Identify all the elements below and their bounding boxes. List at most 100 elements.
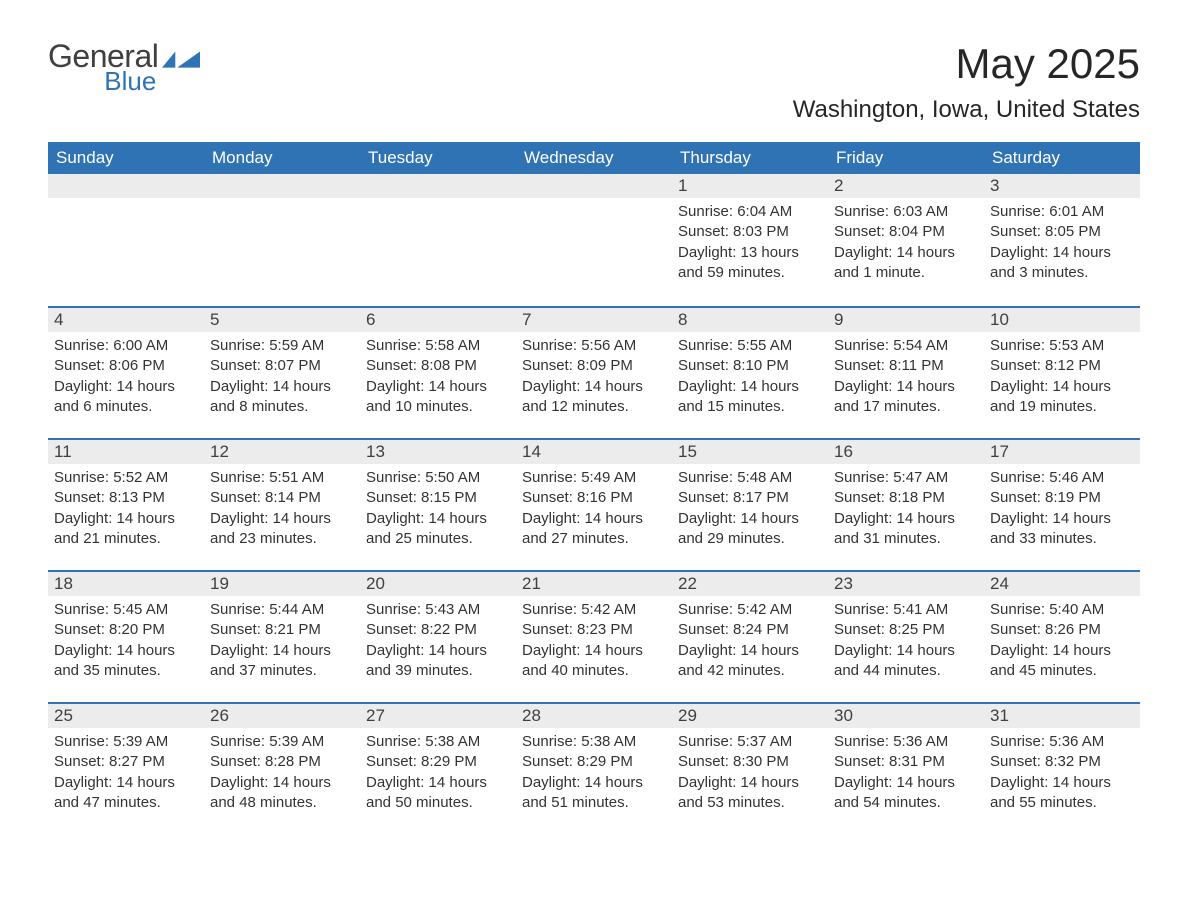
sunset-text: Sunset: 8:21 PM <box>210 620 354 640</box>
day-number: 14 <box>516 440 672 464</box>
sunset-text: Sunset: 8:18 PM <box>834 488 978 508</box>
calendar-day: 26Sunrise: 5:39 AMSunset: 8:28 PMDayligh… <box>204 704 360 834</box>
sunset-text: Sunset: 8:27 PM <box>54 752 198 772</box>
day-details <box>360 198 516 210</box>
sunrise-text: Sunrise: 5:54 AM <box>834 336 978 356</box>
sunset-text: Sunset: 8:05 PM <box>990 222 1134 242</box>
day-details: Sunrise: 5:56 AMSunset: 8:09 PMDaylight:… <box>516 332 672 425</box>
calendar-day: 4Sunrise: 6:00 AMSunset: 8:06 PMDaylight… <box>48 308 204 438</box>
calendar-day: 12Sunrise: 5:51 AMSunset: 8:14 PMDayligh… <box>204 440 360 570</box>
sunset-text: Sunset: 8:31 PM <box>834 752 978 772</box>
sunrise-text: Sunrise: 5:40 AM <box>990 600 1134 620</box>
day-number: 3 <box>984 174 1140 198</box>
weekday-header: Thursday <box>672 142 828 174</box>
day-details: Sunrise: 5:53 AMSunset: 8:12 PMDaylight:… <box>984 332 1140 425</box>
sunrise-text: Sunrise: 5:39 AM <box>54 732 198 752</box>
daylight-text: Daylight: 14 hours and 42 minutes. <box>678 641 822 682</box>
daylight-text: Daylight: 14 hours and 54 minutes. <box>834 773 978 814</box>
logo-flag-icon <box>162 48 200 72</box>
day-details: Sunrise: 5:44 AMSunset: 8:21 PMDaylight:… <box>204 596 360 689</box>
sunset-text: Sunset: 8:29 PM <box>366 752 510 772</box>
logo: General Blue <box>48 40 200 94</box>
day-number: 8 <box>672 308 828 332</box>
sunrise-text: Sunrise: 5:46 AM <box>990 468 1134 488</box>
day-number: 5 <box>204 308 360 332</box>
sunrise-text: Sunrise: 5:59 AM <box>210 336 354 356</box>
day-details: Sunrise: 5:51 AMSunset: 8:14 PMDaylight:… <box>204 464 360 557</box>
sunset-text: Sunset: 8:13 PM <box>54 488 198 508</box>
daylight-text: Daylight: 14 hours and 44 minutes. <box>834 641 978 682</box>
calendar-day: 30Sunrise: 5:36 AMSunset: 8:31 PMDayligh… <box>828 704 984 834</box>
day-details: Sunrise: 5:59 AMSunset: 8:07 PMDaylight:… <box>204 332 360 425</box>
sunrise-text: Sunrise: 5:55 AM <box>678 336 822 356</box>
calendar-day: 8Sunrise: 5:55 AMSunset: 8:10 PMDaylight… <box>672 308 828 438</box>
day-details: Sunrise: 5:45 AMSunset: 8:20 PMDaylight:… <box>48 596 204 689</box>
daylight-text: Daylight: 14 hours and 8 minutes. <box>210 377 354 418</box>
daylight-text: Daylight: 14 hours and 19 minutes. <box>990 377 1134 418</box>
calendar-day: 18Sunrise: 5:45 AMSunset: 8:20 PMDayligh… <box>48 572 204 702</box>
daylight-text: Daylight: 14 hours and 15 minutes. <box>678 377 822 418</box>
daylight-text: Daylight: 14 hours and 29 minutes. <box>678 509 822 550</box>
sunset-text: Sunset: 8:28 PM <box>210 752 354 772</box>
sunset-text: Sunset: 8:14 PM <box>210 488 354 508</box>
calendar-day: 2Sunrise: 6:03 AMSunset: 8:04 PMDaylight… <box>828 174 984 306</box>
daylight-text: Daylight: 14 hours and 12 minutes. <box>522 377 666 418</box>
sunset-text: Sunset: 8:12 PM <box>990 356 1134 376</box>
sunrise-text: Sunrise: 5:42 AM <box>678 600 822 620</box>
sunrise-text: Sunrise: 6:01 AM <box>990 202 1134 222</box>
day-details: Sunrise: 5:52 AMSunset: 8:13 PMDaylight:… <box>48 464 204 557</box>
day-number: 4 <box>48 308 204 332</box>
daylight-text: Daylight: 14 hours and 40 minutes. <box>522 641 666 682</box>
daylight-text: Daylight: 14 hours and 45 minutes. <box>990 641 1134 682</box>
day-number: 18 <box>48 572 204 596</box>
day-number: 9 <box>828 308 984 332</box>
day-details: Sunrise: 6:03 AMSunset: 8:04 PMDaylight:… <box>828 198 984 291</box>
day-number: 10 <box>984 308 1140 332</box>
sunset-text: Sunset: 8:06 PM <box>54 356 198 376</box>
calendar-day: 25Sunrise: 5:39 AMSunset: 8:27 PMDayligh… <box>48 704 204 834</box>
calendar-day: 20Sunrise: 5:43 AMSunset: 8:22 PMDayligh… <box>360 572 516 702</box>
day-number: 25 <box>48 704 204 728</box>
day-details: Sunrise: 5:36 AMSunset: 8:32 PMDaylight:… <box>984 728 1140 821</box>
calendar-day <box>516 174 672 306</box>
weekday-header: Monday <box>204 142 360 174</box>
sunrise-text: Sunrise: 5:51 AM <box>210 468 354 488</box>
day-details: Sunrise: 5:36 AMSunset: 8:31 PMDaylight:… <box>828 728 984 821</box>
weekday-header: Saturday <box>984 142 1140 174</box>
weekday-header: Friday <box>828 142 984 174</box>
sunrise-text: Sunrise: 5:43 AM <box>366 600 510 620</box>
calendar-week: 18Sunrise: 5:45 AMSunset: 8:20 PMDayligh… <box>48 570 1140 702</box>
day-details: Sunrise: 6:00 AMSunset: 8:06 PMDaylight:… <box>48 332 204 425</box>
daylight-text: Daylight: 14 hours and 50 minutes. <box>366 773 510 814</box>
calendar-day: 24Sunrise: 5:40 AMSunset: 8:26 PMDayligh… <box>984 572 1140 702</box>
day-details: Sunrise: 5:55 AMSunset: 8:10 PMDaylight:… <box>672 332 828 425</box>
day-number: 21 <box>516 572 672 596</box>
day-details: Sunrise: 5:50 AMSunset: 8:15 PMDaylight:… <box>360 464 516 557</box>
sunrise-text: Sunrise: 5:41 AM <box>834 600 978 620</box>
sunrise-text: Sunrise: 6:03 AM <box>834 202 978 222</box>
day-details: Sunrise: 5:40 AMSunset: 8:26 PMDaylight:… <box>984 596 1140 689</box>
day-number: 2 <box>828 174 984 198</box>
calendar-day: 28Sunrise: 5:38 AMSunset: 8:29 PMDayligh… <box>516 704 672 834</box>
sunrise-text: Sunrise: 5:53 AM <box>990 336 1134 356</box>
daylight-text: Daylight: 14 hours and 55 minutes. <box>990 773 1134 814</box>
daylight-text: Daylight: 14 hours and 1 minute. <box>834 243 978 284</box>
location: Washington, Iowa, United States <box>793 96 1140 124</box>
calendar-day <box>360 174 516 306</box>
calendar-day: 14Sunrise: 5:49 AMSunset: 8:16 PMDayligh… <box>516 440 672 570</box>
calendar-day: 22Sunrise: 5:42 AMSunset: 8:24 PMDayligh… <box>672 572 828 702</box>
sunrise-text: Sunrise: 5:47 AM <box>834 468 978 488</box>
day-details: Sunrise: 6:01 AMSunset: 8:05 PMDaylight:… <box>984 198 1140 291</box>
sunrise-text: Sunrise: 5:37 AM <box>678 732 822 752</box>
calendar-day: 31Sunrise: 5:36 AMSunset: 8:32 PMDayligh… <box>984 704 1140 834</box>
daylight-text: Daylight: 14 hours and 23 minutes. <box>210 509 354 550</box>
daylight-text: Daylight: 14 hours and 25 minutes. <box>366 509 510 550</box>
weekday-header: Tuesday <box>360 142 516 174</box>
daylight-text: Daylight: 14 hours and 17 minutes. <box>834 377 978 418</box>
day-number: 12 <box>204 440 360 464</box>
calendar-day: 7Sunrise: 5:56 AMSunset: 8:09 PMDaylight… <box>516 308 672 438</box>
calendar-day: 27Sunrise: 5:38 AMSunset: 8:29 PMDayligh… <box>360 704 516 834</box>
day-number: 19 <box>204 572 360 596</box>
calendar-day: 1Sunrise: 6:04 AMSunset: 8:03 PMDaylight… <box>672 174 828 306</box>
sunrise-text: Sunrise: 6:04 AM <box>678 202 822 222</box>
